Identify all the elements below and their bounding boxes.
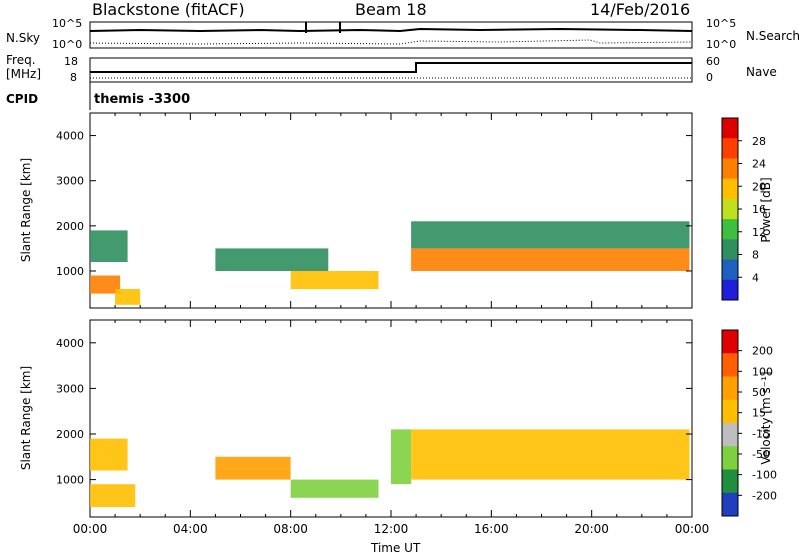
velocity-colorbar-tick: 200 bbox=[752, 345, 773, 358]
power-colorbar: 28 24 20 16 12 8 4 bbox=[721, 117, 766, 301]
freq-tick-top: 18 bbox=[64, 55, 78, 68]
beam-label: Beam 18 bbox=[355, 0, 427, 19]
nave-tick-top: 60 bbox=[706, 55, 720, 68]
nsky-label: N.Sky bbox=[6, 31, 40, 45]
velocity-xlabel: Time UT bbox=[370, 541, 421, 554]
velocity-ytick-label: 3000 bbox=[56, 382, 84, 395]
cpid-label: CPID bbox=[6, 92, 38, 106]
velocity-colorbar-tick: -15 bbox=[752, 427, 770, 440]
freq-panel: Freq. [MHz] Nave 18 8 60 0 bbox=[6, 53, 777, 84]
power-colorbar-swatch bbox=[722, 219, 738, 240]
velocity-colorbar-tick: -200 bbox=[752, 489, 777, 502]
velocity-colorbar-swatch bbox=[722, 353, 738, 377]
velocity-xtick-label: 16:00 bbox=[474, 522, 509, 536]
power-ylabel: Slant Range [km] bbox=[19, 158, 33, 262]
velocity-colorbar-tick: 100 bbox=[752, 365, 773, 378]
power-colorbar-swatch bbox=[722, 118, 738, 139]
velocity-ylabel: Slant Range [km] bbox=[19, 366, 33, 470]
velocity-ytick-label: 2000 bbox=[56, 428, 84, 441]
power-ytick-label: 1000 bbox=[56, 265, 84, 278]
velocity-panel: 4000 3000 2000 1000 00:00 04:00 08:00 12:00 16:… bbox=[19, 319, 777, 554]
power-region-3 bbox=[215, 248, 329, 271]
power-colorbar-swatch bbox=[722, 239, 738, 261]
power-panel: 4000 3000 2000 1000 Slant Range [km] 28 24 20… bbox=[19, 112, 773, 309]
power-region-0 bbox=[90, 230, 128, 262]
nsearch-label: N.Search bbox=[746, 29, 800, 43]
power-colorbar-swatch bbox=[722, 178, 738, 200]
power-colorbar-tick: 20 bbox=[752, 180, 766, 193]
power-colorbar-tick: 16 bbox=[752, 203, 766, 216]
freq-line bbox=[90, 62, 692, 73]
velocity-colorbar-tick: 50 bbox=[752, 386, 766, 399]
velocity-colorbar: 200 100 50 15 -15 -50 -100 -200 bbox=[721, 329, 777, 517]
power-region-5 bbox=[411, 248, 690, 271]
freq-unit: [MHz] bbox=[6, 67, 41, 81]
velocity-region-0 bbox=[90, 438, 128, 471]
radar-title: Blackstone (fitACF) bbox=[92, 0, 245, 19]
power-colorbar-tick: 24 bbox=[752, 158, 766, 171]
velocity-xtick-label: 04:00 bbox=[173, 522, 208, 536]
power-colorbar-tick: 8 bbox=[752, 249, 759, 262]
noise-right-tick-top: 10^5 bbox=[706, 17, 736, 30]
velocity-xtick-label: 00:00 bbox=[73, 522, 108, 536]
power-ytick-label: 2000 bbox=[56, 220, 84, 233]
velocity-region-5 bbox=[411, 429, 690, 480]
velocity-colorbar-tick: -100 bbox=[752, 469, 777, 482]
velocity-plot-frame bbox=[89, 319, 693, 518]
power-colorbar-tick: 28 bbox=[752, 135, 766, 148]
power-colorbar-swatch bbox=[722, 158, 738, 180]
velocity-colorbar-swatch bbox=[722, 330, 738, 354]
velocity-region-1 bbox=[90, 484, 136, 507]
velocity-colorbar-label: Velocity [m s⁻¹] bbox=[759, 371, 773, 464]
power-colorbar-tick: 12 bbox=[752, 226, 766, 239]
velocity-colorbar-swatch bbox=[722, 423, 738, 447]
power-ytick-label: 3000 bbox=[56, 175, 84, 188]
velocity-colorbar-swatch bbox=[722, 492, 738, 517]
velocity-region-2 bbox=[215, 456, 291, 480]
power-ytick-label: 4000 bbox=[56, 130, 84, 143]
noise-right-tick-bottom: 10^0 bbox=[706, 38, 736, 51]
velocity-region-4 bbox=[391, 429, 412, 485]
power-colorbar-label: Power [dB] bbox=[759, 177, 773, 242]
velocity-colorbar-swatch bbox=[722, 376, 738, 401]
velocity-data-layer bbox=[90, 429, 690, 507]
nsky-line bbox=[89, 27, 693, 33]
velocity-ytick-label: 1000 bbox=[56, 474, 84, 487]
velocity-colorbar-tick: 15 bbox=[752, 407, 766, 420]
cpid-value: themis -3300 bbox=[94, 92, 190, 107]
noise-left-tick-bottom: 10^0 bbox=[52, 38, 82, 51]
power-colorbar-swatch bbox=[722, 138, 738, 159]
freq-tick-bottom: 8 bbox=[70, 71, 77, 84]
power-region-2 bbox=[115, 289, 141, 305]
date-label: 14/Feb/2016 bbox=[590, 0, 690, 19]
power-region-1 bbox=[90, 275, 121, 294]
noise-panel: N.Sky N.Search 10^5 10^0 10^5 10^0 bbox=[6, 17, 800, 51]
power-colorbar-swatch bbox=[722, 279, 738, 301]
velocity-region-3 bbox=[290, 479, 379, 498]
power-region-4 bbox=[290, 271, 379, 290]
velocity-colorbar-swatch bbox=[722, 399, 738, 424]
power-region-6 bbox=[411, 221, 690, 249]
velocity-xtick-label: 00:00 bbox=[675, 522, 710, 536]
velocity-colorbar-swatch bbox=[722, 446, 738, 470]
noise-left-tick-top: 10^5 bbox=[52, 17, 82, 30]
nsearch-line bbox=[89, 39, 693, 45]
freq-label: Freq. bbox=[6, 53, 36, 67]
power-colorbar-tick: 4 bbox=[752, 271, 759, 284]
velocity-xtick-label: 20:00 bbox=[574, 522, 609, 536]
power-colorbar-swatch bbox=[722, 259, 738, 281]
velocity-xtick-label: 12:00 bbox=[374, 522, 409, 536]
velocity-xtick-label: 08:00 bbox=[273, 522, 308, 536]
power-plot-frame bbox=[89, 112, 693, 309]
nave-tick-bottom: 0 bbox=[706, 71, 713, 84]
power-data-layer bbox=[90, 221, 690, 305]
power-colorbar-swatch bbox=[722, 198, 738, 220]
velocity-ytick-label: 4000 bbox=[56, 337, 84, 350]
velocity-colorbar-swatch bbox=[722, 469, 738, 494]
nave-label: Nave bbox=[746, 65, 777, 79]
velocity-colorbar-tick: -50 bbox=[752, 448, 770, 461]
